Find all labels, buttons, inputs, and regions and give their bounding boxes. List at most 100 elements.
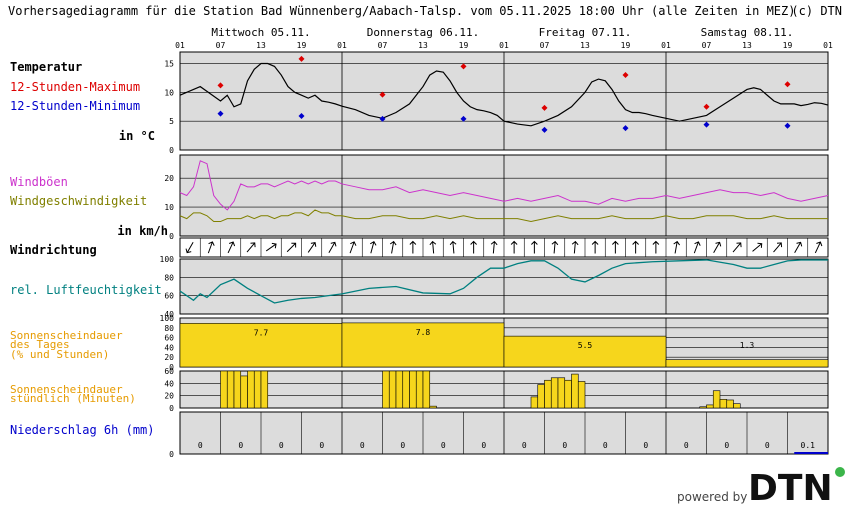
sunshine-hourly-bar (415, 370, 424, 409)
hour-ticks: 01 07 13 19 01 07 13 19 01 07 13 19 01 07 13 19 01 (175, 41, 833, 50)
temperature-tick-label: 5 (169, 117, 174, 126)
precipitation-value-label: 0 (562, 441, 567, 450)
max-temperature-marker (541, 104, 548, 111)
wind-direction-arrow (794, 241, 803, 253)
sunshine-hourly-bar (550, 377, 559, 409)
sunshine-hourly-bar (220, 370, 228, 409)
precipitation-value-label: 0 (360, 441, 365, 450)
sun_daily-tick-label: 60 (164, 334, 174, 343)
min-temperature-marker (622, 125, 629, 132)
day-label: Donnerstag 06.11. (367, 26, 480, 39)
dtn-brand: DTN (748, 468, 833, 509)
hour-tick-label: 07 (540, 41, 550, 50)
sun_daily-tick-label: 80 (164, 324, 174, 333)
max-temperature-marker (622, 72, 629, 79)
wind-direction-label: Windrichtung (10, 243, 97, 257)
copyright: (c) DTN (791, 4, 842, 18)
wind-direction-arrow (349, 241, 357, 254)
wind-direction-arrow (449, 240, 457, 254)
day-label: Mittwoch 05.11. (211, 26, 310, 39)
min-temperature-marker (703, 121, 710, 128)
humidity-tick-label: 40 (164, 310, 174, 319)
max-temperature-marker (298, 55, 305, 62)
hour-tick-label: 01 (823, 41, 833, 50)
sunshine-daily-hours-label: 1.3 (740, 341, 755, 350)
dtn-logo-dot (835, 467, 845, 477)
min-temperature-marker (541, 126, 548, 133)
hour-tick-label: 07 (216, 41, 226, 50)
sun_hourly-tick-label: 60 (164, 367, 174, 376)
panel-labels: 0 5 10 15 Temperatur 12-Stunden-Maximum 12-Stu… (10, 60, 174, 459)
humidity-line (179, 259, 828, 304)
min-temperature-marker (460, 115, 467, 122)
chart-marks: 7.7 7.8 5.5 1.3 0 0 0 0 0 0 0 0 0 0 0 0 0 0 0 0.1 (179, 55, 829, 454)
sunshine-hourly-label-2: stündlich (Minuten) (10, 392, 136, 405)
precipitation-value-label: 0 (522, 441, 527, 450)
sunshine-daily-label-2: des Tages (10, 338, 70, 351)
dtn-logo: powered by DTN (677, 467, 845, 509)
wind-direction-arrow (510, 240, 518, 254)
sunshine-hourly-bar (530, 396, 539, 409)
sunshine-daily-hours-label: 5.5 (578, 341, 593, 350)
wind-direction-arrow (470, 240, 477, 254)
wind-direction-arrow (732, 242, 742, 253)
precipitation-value-label: 0 (724, 441, 729, 450)
chart-title: Vorhersagediagramm für die Station Bad W… (8, 4, 795, 18)
precipitation-value-label: 0 (603, 441, 608, 450)
precipitation-value-label: 0 (400, 441, 405, 450)
sunshine-daily-bar (179, 323, 343, 368)
wind-direction-arrow (632, 240, 639, 254)
wind-tick-label: 0 (169, 232, 174, 241)
sunshine-hourly-bar (712, 390, 721, 409)
precipitation-bar (794, 452, 828, 454)
panels (179, 51, 829, 455)
sunshine-hourly-bar (422, 370, 431, 409)
wind-direction-arrow (227, 241, 236, 254)
hour-tick-label: 19 (783, 41, 793, 50)
wind-direction-arrow (773, 242, 783, 253)
precipitation-value-label: 0 (238, 441, 243, 450)
sunshine-hourly-bar (402, 370, 410, 409)
temperature-label: Temperatur (10, 60, 82, 74)
precipitation-value-label: 0 (684, 441, 689, 450)
precipitation-value-label: 0.1 (801, 441, 816, 450)
day-label: Samstag 08.11. (701, 26, 794, 39)
sunshine-hourly-bar (233, 370, 242, 409)
hour-tick-label: 01 (337, 41, 347, 50)
precipitation-label: Niederschlag 6h (mm) (10, 423, 155, 437)
sunshine-hourly-bar (726, 399, 734, 409)
sunshine-hourly-bar (544, 379, 552, 409)
wind-unit: in km/h (117, 224, 168, 238)
wind-tick-label: 20 (164, 174, 174, 183)
min-temperature-marker (784, 122, 791, 129)
sunshine-daily-label-1: Sonnenscheindauer (10, 329, 123, 342)
sun_hourly-tick-label: 0 (169, 404, 174, 413)
max-temperature-marker (460, 63, 467, 70)
min-temperature-marker (217, 110, 224, 117)
wind-direction-arrow (409, 240, 417, 254)
hour-tick-label: 07 (702, 41, 712, 50)
sunshine-hourly-bar (719, 399, 728, 409)
temperature-line (179, 62, 829, 127)
wind-direction-arrow (591, 240, 599, 254)
wind-direction-arrow (713, 241, 722, 253)
sunshine-hourly-bar (253, 370, 262, 409)
hour-tick-label: 19 (621, 41, 631, 50)
wind-direction-arrow (652, 240, 660, 254)
wind-gusts-line (179, 160, 829, 211)
wind-speed-label: Windgeschwindigkeit (10, 194, 147, 208)
sunshine-hourly-bar (564, 379, 572, 409)
sunshine-daily-label-3: (% und Stunden) (10, 348, 109, 361)
min-temperature-marker (379, 115, 386, 122)
temperature-unit: in °C (119, 129, 155, 143)
hour-tick-label: 13 (256, 41, 266, 50)
humidity-tick-label: 100 (160, 255, 175, 264)
temperature-tick-label: 10 (164, 88, 174, 97)
precipitation-value-label: 0 (481, 441, 486, 450)
sunshine-hourly-bar (382, 370, 390, 409)
sun_hourly-tick-label: 20 (164, 392, 174, 401)
wind-gusts-label: Windböen (10, 175, 68, 189)
wind-direction-arrow (286, 242, 297, 253)
precipitation-value-label: 0 (643, 441, 648, 450)
max-temperature-marker (784, 81, 791, 88)
